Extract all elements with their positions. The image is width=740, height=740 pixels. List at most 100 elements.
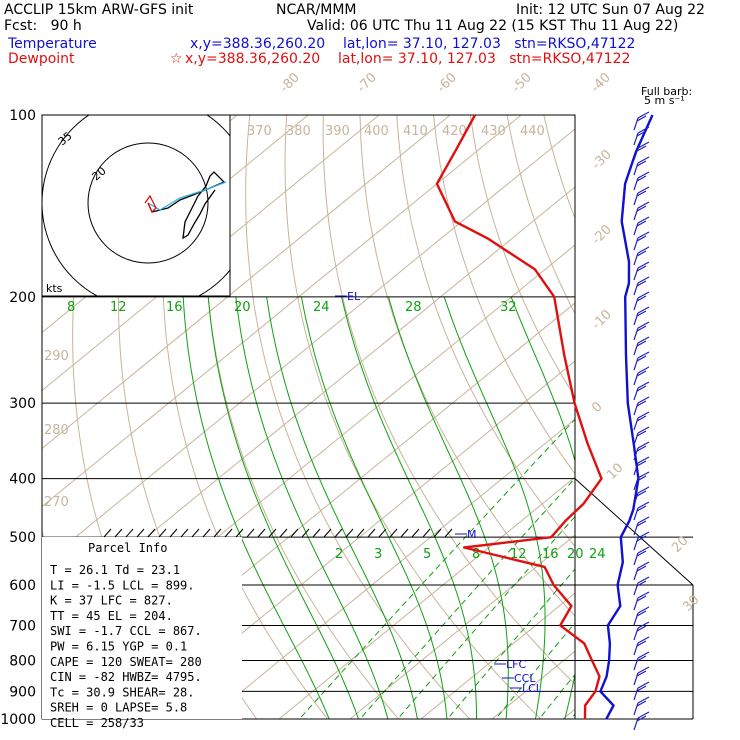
hodograph-kts-label: kts [46, 282, 63, 295]
wind-barb-staff [633, 282, 639, 296]
mixing-ratio-label-upper: 28 [405, 300, 422, 315]
mixing-ratio-label-upper: 32 [500, 300, 517, 315]
wind-barb-staff [633, 402, 639, 416]
wind-barb-staff [633, 177, 639, 191]
wind-barb-flag [636, 655, 647, 662]
wind-barb-staff [633, 207, 639, 221]
mixing-ratio-label-lower: 12 [510, 547, 527, 562]
dry-adiabat-line [396, 115, 575, 548]
pressure-label: 600 [9, 578, 36, 594]
wind-barb-flag [637, 621, 650, 629]
hatch-mark [213, 528, 222, 538]
theta-label: 390 [325, 124, 350, 139]
parcel-info-title: Parcel Info [88, 541, 167, 555]
wind-barb-staff [633, 447, 639, 461]
wind-barb-flag [636, 520, 647, 527]
wind-barb-staff [633, 297, 639, 311]
isotherm-line [42, 128, 575, 566]
wind-barb-flag [637, 336, 650, 344]
parcel-info-row: Tc = 30.9 SHEAR= 28. [50, 685, 195, 699]
wind-barb-staff [633, 642, 639, 656]
barb-legend-line2: 5 m s⁻¹ [644, 94, 685, 107]
mixing-ratio-label-lower: 8 [472, 547, 480, 562]
isotherm-line [634, 115, 740, 719]
wind-barb-flag [636, 415, 647, 422]
wind-barb-staff [633, 522, 639, 536]
wind-barb-staff [633, 327, 639, 341]
mixing-ratio-lines [298, 297, 740, 732]
dry-adiabat-line [284, 115, 542, 719]
level-marker-label: LCL [522, 682, 543, 695]
wind-barb-flag [637, 186, 650, 194]
wind-barb-staff [633, 492, 639, 506]
mixing-ratio-label-lower: 24 [589, 547, 606, 562]
hatch-mark [268, 528, 277, 538]
hatch-mark [378, 528, 387, 538]
wind-barb-staff [633, 222, 639, 236]
moist-adiabat-line [182, 296, 330, 719]
pressure-axis-labels: 100 200 300 400 500 600 700 800 900 1000 [0, 108, 36, 728]
mixing-ratio-label-lower: 3 [374, 547, 382, 562]
wind-barb-flag [637, 246, 650, 254]
wind-barb-flag [637, 261, 650, 269]
wind-barb-flag [636, 700, 647, 707]
wind-barb-staff [633, 687, 639, 701]
wind-barb-flag [636, 340, 647, 347]
isotherm-line [136, 360, 575, 719]
isotherm-line [420, 592, 575, 719]
theta-side-label: 270 [44, 495, 69, 510]
wind-barbs-column [633, 111, 650, 731]
parcel-info-row: SWI = -1.7 CCL = 867. [50, 624, 202, 638]
isotherm-label: -20 [589, 222, 615, 248]
wind-barb-flag [637, 276, 650, 284]
parcel-info-row: CIN = -82 HWBZ= 4795. [50, 670, 202, 684]
mixing-ratio-line [587, 297, 740, 732]
wind-barb-staff [633, 312, 639, 326]
mixing-ratio-label-upper: 20 [234, 300, 251, 315]
theta-side-label: 290 [44, 349, 69, 364]
wind-barb-flag [636, 565, 647, 572]
level-marker-label: EL [347, 290, 361, 303]
wind-barb-flag [636, 685, 647, 692]
moist-adiabat-line [235, 296, 389, 719]
dry-adiabat-line [654, 115, 740, 732]
wind-barb-flag [637, 156, 650, 164]
forecast-hour: Fcst: 90 h [4, 18, 82, 34]
wind-barb-staff [633, 372, 639, 386]
mixing-ratio-label-lower: 20 [567, 547, 584, 562]
wind-barb-flag [637, 291, 650, 299]
wind-barb-staff [633, 462, 639, 476]
wind-barb-flag [636, 370, 647, 377]
wind-barb-flag [636, 430, 647, 437]
dry-adiabat-line [204, 115, 400, 719]
mixing-ratio-line [570, 713, 575, 719]
wind-barb-staff [633, 582, 639, 596]
wind-barb-flag [637, 651, 650, 659]
pressure-label: 500 [9, 530, 36, 546]
pressure-label: 200 [9, 290, 36, 306]
pressure-label: 800 [9, 653, 36, 669]
isotherm-label: -80 [277, 70, 303, 96]
wind-barb-flag [637, 471, 650, 479]
mixing-ratio-label-lower: 5 [423, 547, 431, 562]
wind-barb-flag [636, 625, 647, 632]
isotherm-line [207, 418, 575, 719]
dewpoint-curve [435, 114, 603, 720]
parcel-info-row: K = 37 LFC = 827. [50, 594, 173, 608]
wind-barb-staff [633, 162, 639, 176]
isotherm-line [42, 115, 380, 392]
wind-barb-flag [636, 205, 647, 212]
hatch-mark [444, 528, 453, 538]
isotherm-line [349, 534, 575, 719]
wind-barb-flag [636, 580, 647, 587]
mixing-ratio-label-upper: 12 [110, 300, 127, 315]
wind-barb-flag [637, 111, 650, 119]
hatch-mark [367, 528, 376, 538]
wind-barb-flag [637, 606, 650, 614]
wind-barb-flag [636, 280, 647, 287]
mixing-ratio-line [359, 477, 575, 719]
hatch-mark [257, 528, 266, 538]
wind-barb-flag [637, 486, 650, 494]
wind-barb-flag [636, 595, 647, 602]
theta-label: 400 [364, 124, 389, 139]
